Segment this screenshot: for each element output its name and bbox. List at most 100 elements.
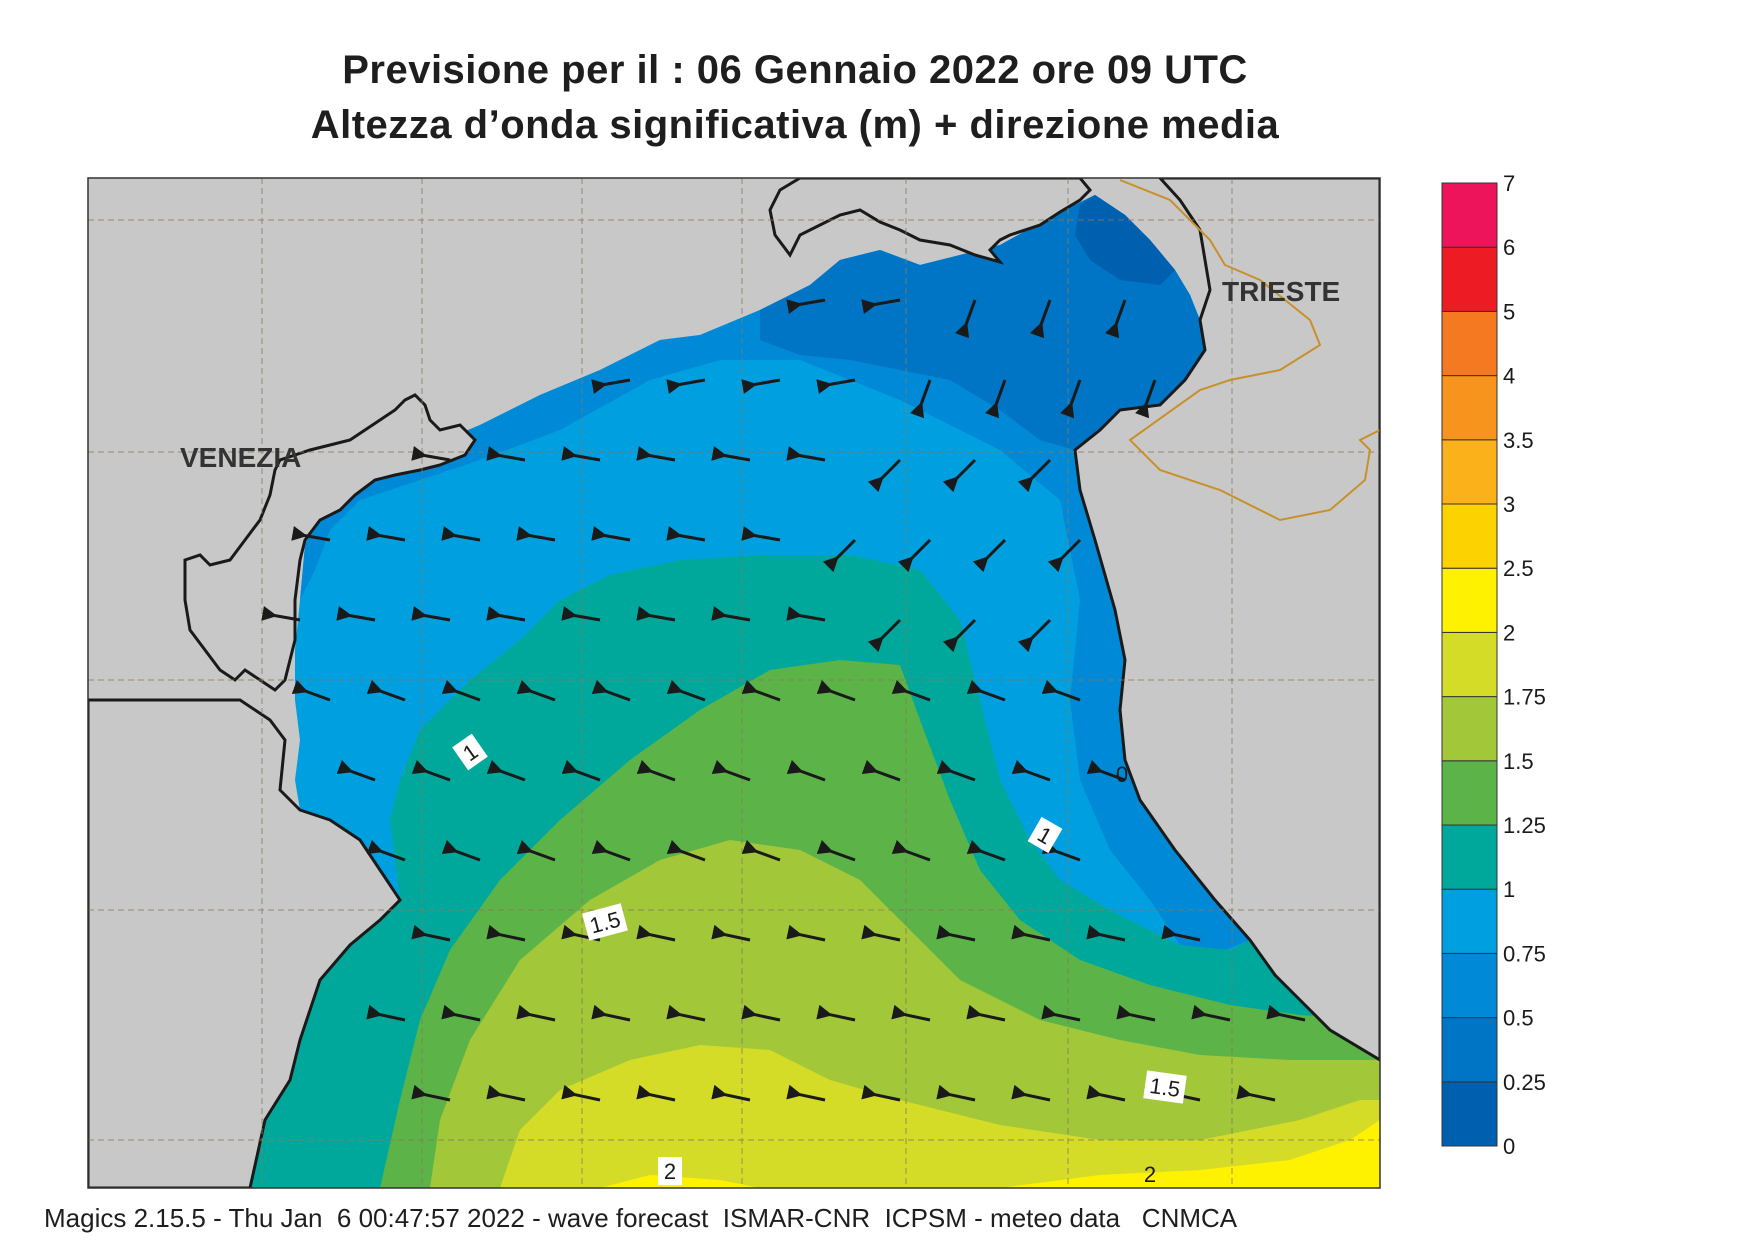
contour-label: 2 <box>664 1159 676 1184</box>
city-label-trieste: TRIESTE <box>1222 276 1340 307</box>
wave-arrow <box>1041 679 1081 702</box>
wave-arrow <box>786 298 826 314</box>
wave-arrow <box>741 1004 781 1022</box>
wave-arrow <box>741 526 781 542</box>
wave-arrow <box>441 839 481 862</box>
wave-arrow <box>336 606 376 622</box>
contour-label: 1.5 <box>1148 1073 1182 1102</box>
wave-arrow <box>861 298 901 314</box>
wave-arrow <box>591 839 631 862</box>
wave-arrow <box>636 606 676 622</box>
wave-arrow <box>591 1004 631 1022</box>
wave-arrow <box>711 606 751 622</box>
colorbar-tick-label: 1 <box>1503 877 1515 902</box>
wave-arrow <box>966 679 1006 702</box>
wave-arrow <box>441 679 481 702</box>
wave-direction-arrows <box>261 298 1306 1102</box>
wave-arrow <box>891 1004 931 1022</box>
wave-arrow <box>1191 1004 1231 1022</box>
wave-arrow <box>786 446 826 462</box>
wave-arrow <box>291 679 331 702</box>
wave-arrow <box>891 839 931 862</box>
wave-arrow <box>486 446 526 462</box>
contour-label: 0 <box>1116 762 1128 787</box>
wave-arrow <box>516 526 556 542</box>
wave-arrow <box>822 538 857 573</box>
wave-arrow <box>666 839 706 862</box>
wave-arrow <box>366 526 406 542</box>
colorbar-swatch <box>1441 246 1498 312</box>
wave-arrow <box>666 1004 706 1022</box>
wave-arrow <box>1011 1084 1051 1102</box>
colorbar-swatch <box>1441 1017 1498 1083</box>
wave-arrow <box>786 924 826 942</box>
colorbar-swatch <box>1441 503 1498 569</box>
colorbar-tick-label: 1.25 <box>1503 813 1546 838</box>
colorbar-swatch <box>1441 696 1498 762</box>
wave-arrow <box>411 606 451 622</box>
colorbar-swatch <box>1441 439 1498 505</box>
wave-arrow <box>966 839 1006 862</box>
band-1.75-2 <box>500 1045 1380 1188</box>
wave-arrow <box>591 378 631 394</box>
wave-arrow <box>666 378 706 394</box>
wave-arrow <box>936 759 976 782</box>
wave-arrow <box>741 378 781 394</box>
colorbar-tick-label: 2.5 <box>1503 556 1534 581</box>
title-line-2: Altezza d’onda significativa (m) + direz… <box>310 103 1280 147</box>
wave-arrow <box>441 1004 481 1022</box>
wave-arrow <box>561 924 601 942</box>
wave-arrow <box>891 679 931 702</box>
wave-arrow <box>861 759 901 782</box>
wave-arrow <box>1011 924 1051 942</box>
colorbar-swatch <box>1441 567 1498 633</box>
wave-arrow <box>486 1084 526 1102</box>
colorbar-tick-label: 0.75 <box>1503 941 1546 966</box>
colorbar-tick-label: 1.75 <box>1503 685 1546 710</box>
wave-arrow <box>411 924 451 942</box>
wave-arrow <box>1161 924 1201 942</box>
wave-arrow <box>1266 1004 1306 1022</box>
wave-arrow <box>1041 1004 1081 1022</box>
wave-arrow <box>972 538 1007 573</box>
colorbar-swatch <box>1441 1081 1498 1147</box>
po-delta-land <box>88 698 402 1188</box>
title-line-1: Previsione per il : 06 Gennaio 2022 ore … <box>342 48 1248 92</box>
wave-arrow <box>1086 1084 1126 1102</box>
wave-arrow <box>936 1084 976 1102</box>
wave-arrow <box>711 446 751 462</box>
map-frame <box>87 177 1381 1189</box>
wave-arrow <box>1236 1084 1276 1102</box>
wave-arrow <box>786 759 826 782</box>
wave-arrow <box>411 446 451 462</box>
colorbar-tick-label: 3 <box>1503 492 1515 517</box>
wave-arrow <box>561 606 601 622</box>
wave-arrow <box>1134 379 1157 419</box>
wave-arrow <box>366 679 406 702</box>
wave-arrow <box>366 1004 406 1022</box>
colorbar-swatch <box>1441 631 1498 698</box>
wave-arrow <box>486 924 526 942</box>
wave-arrow <box>636 446 676 462</box>
wave-arrow <box>261 606 301 622</box>
colorbar-tick-label: 1.5 <box>1503 749 1534 774</box>
wave-arrow <box>561 446 601 462</box>
colorbar-swatch <box>1441 952 1498 1019</box>
wave-arrow <box>786 606 826 622</box>
wave-arrow <box>516 839 556 862</box>
wave-arrow <box>516 679 556 702</box>
wave-arrow <box>636 759 676 782</box>
graticule <box>88 178 1380 1188</box>
wave-arrow <box>636 924 676 942</box>
wave-arrow <box>711 759 751 782</box>
colorbar-tick-label: 2 <box>1503 620 1515 645</box>
wave-arrow <box>486 606 526 622</box>
colorbar-swatch <box>1441 760 1498 826</box>
band-0-0.25 <box>1075 195 1175 285</box>
wave-arrow <box>711 1084 751 1102</box>
wave-arrow <box>516 1004 556 1022</box>
wave-arrow <box>936 924 976 942</box>
footer-credits: Magics 2.15.5 - Thu Jan 6 00:47:57 2022 … <box>44 1203 1238 1233</box>
wave-arrow <box>816 378 856 394</box>
